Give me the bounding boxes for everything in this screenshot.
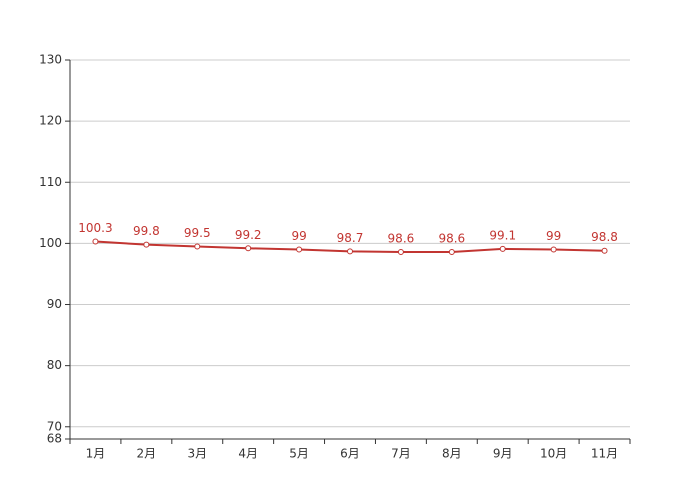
- value-label: 99: [546, 229, 561, 243]
- value-label: 98.8: [591, 230, 618, 244]
- point: [448, 248, 455, 255]
- value-label: 99.8: [133, 224, 160, 238]
- x-tick-label: 11月: [591, 447, 618, 461]
- point: [92, 238, 99, 245]
- point: [347, 248, 353, 255]
- value-label: 99.5: [184, 226, 211, 240]
- x-tick-label: 2月: [137, 447, 157, 461]
- y-tick-label: 70: [47, 419, 62, 433]
- x-tick-label: 1月: [86, 447, 106, 461]
- y-tick-label: 68: [47, 432, 62, 446]
- point: [143, 241, 150, 248]
- point: [397, 248, 404, 255]
- value-label: 99.2: [235, 228, 262, 242]
- point: [296, 246, 303, 253]
- x-tick-label: 10月: [540, 447, 567, 461]
- value-label: 98.6: [388, 231, 415, 245]
- x-tick-label: 7月: [391, 447, 411, 461]
- y-tick-label: 130: [39, 53, 62, 67]
- point: [550, 246, 557, 253]
- point: [245, 245, 252, 252]
- value-label: 98.7: [337, 231, 364, 245]
- x-tick-label: 5月: [289, 447, 309, 461]
- point: [499, 245, 506, 252]
- x-tick-label: 6月: [340, 447, 360, 461]
- y-tick-label: 100: [39, 236, 62, 250]
- point: [601, 247, 608, 254]
- x-tick-label: 9月: [493, 447, 513, 461]
- value-label: 99.1: [489, 228, 516, 242]
- x-tick-label: 3月: [187, 447, 207, 461]
- value-label: 98.6: [438, 231, 465, 245]
- x-tick-label: 4月: [238, 447, 258, 461]
- y-tick-label: 90: [47, 297, 62, 311]
- x-tick-label: 8月: [442, 447, 462, 461]
- value-label: 99: [291, 229, 306, 243]
- y-tick-label: 80: [47, 358, 62, 372]
- y-tick-label: 120: [39, 114, 62, 128]
- value-label: 100.3: [78, 221, 112, 235]
- point: [194, 243, 201, 250]
- y-tick-label: 110: [39, 175, 62, 189]
